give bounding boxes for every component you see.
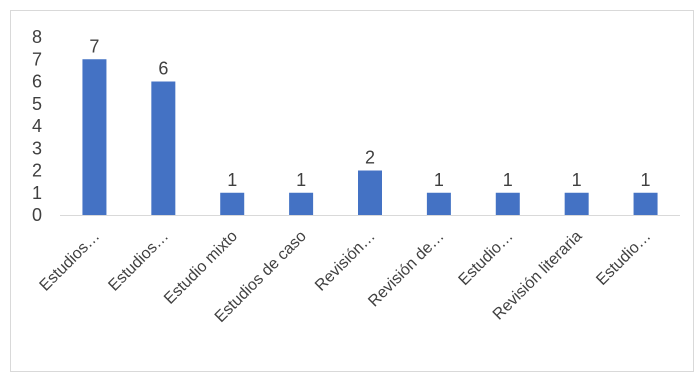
x-category-label: Estudios… (105, 228, 172, 295)
bar (289, 192, 314, 215)
bar (495, 192, 520, 215)
y-tick-label: 2 (32, 161, 42, 181)
bar (220, 192, 245, 215)
bars (82, 59, 658, 215)
y-tick-label: 8 (32, 27, 42, 47)
chart-border (10, 10, 694, 372)
x-category-label: Revisión… (312, 228, 379, 295)
bar (82, 59, 107, 215)
bar-data-label: 1 (296, 170, 306, 190)
x-category-label: Estudio… (456, 228, 517, 289)
bar-data-label: 1 (503, 170, 513, 190)
bar (358, 170, 382, 215)
x-axis-category-labels: Estudios… Estudios…Estudio mixtoEstudios … (37, 228, 655, 326)
bar (633, 192, 658, 215)
y-tick-label: 1 (32, 183, 42, 203)
bar-data-label: 1 (227, 170, 237, 190)
bar (564, 192, 589, 215)
data-labels: 7 6 1 1 2 1 1 1 1 (89, 36, 650, 190)
x-category-label: Estudio… (593, 228, 654, 289)
y-tick-label: 6 (32, 72, 42, 92)
bar-data-label: 1 (434, 170, 444, 190)
bar (151, 81, 176, 215)
x-category-label: Estudios… (37, 228, 104, 295)
y-tick-label: 4 (32, 116, 42, 136)
y-tick-label: 5 (32, 94, 42, 114)
bar-data-label: 7 (89, 36, 99, 56)
y-tick-label: 7 (32, 49, 42, 69)
bar-data-label: 1 (641, 170, 651, 190)
bar-data-label: 6 (158, 59, 168, 79)
bar (426, 192, 451, 215)
bar-data-label: 1 (572, 170, 582, 190)
bar-data-label: 2 (365, 148, 375, 168)
y-tick-label: 3 (32, 138, 42, 158)
y-tick-label: 0 (32, 205, 42, 225)
